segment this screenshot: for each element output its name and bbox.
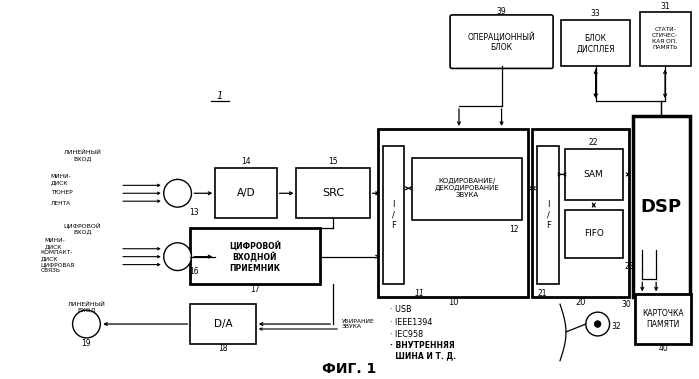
Text: 39: 39 bbox=[497, 8, 507, 16]
Bar bbox=[640, 12, 691, 66]
Text: ЦИФРОВОЙ
ВХОДНОЙ
ПРИЕМНИК: ЦИФРОВОЙ ВХОДНОЙ ПРИЕМНИК bbox=[229, 241, 281, 273]
Bar bbox=[412, 158, 522, 220]
Text: ОПЕРАЦИОННЫЙ
БЛОК: ОПЕРАЦИОННЫЙ БЛОК bbox=[468, 31, 535, 52]
Text: МИНИ-
ДИСК: МИНИ- ДИСК bbox=[51, 174, 71, 185]
Bar bbox=[538, 146, 559, 284]
Text: 1: 1 bbox=[216, 91, 222, 101]
Text: 23: 23 bbox=[624, 262, 634, 271]
Text: ЦИФРОВОЙ
ВХОД: ЦИФРОВОЙ ВХОД bbox=[64, 222, 101, 234]
Text: 30: 30 bbox=[621, 300, 631, 309]
Bar bbox=[561, 20, 630, 66]
Bar bbox=[191, 228, 320, 284]
Text: 18: 18 bbox=[218, 344, 228, 353]
Text: SAM: SAM bbox=[584, 170, 604, 179]
Text: 11: 11 bbox=[415, 289, 424, 298]
Circle shape bbox=[73, 310, 101, 338]
Bar bbox=[565, 149, 624, 200]
Text: БЛОК
ДИСПЛЕЯ: БЛОК ДИСПЛЕЯ bbox=[577, 34, 615, 53]
Text: ФИГ. 1: ФИГ. 1 bbox=[322, 362, 376, 376]
Circle shape bbox=[164, 243, 192, 271]
Text: 21: 21 bbox=[538, 289, 547, 298]
Text: · IEEE1394: · IEEE1394 bbox=[389, 318, 432, 327]
Text: 13: 13 bbox=[189, 208, 199, 217]
Text: КОДИРОВАНИЕ/
ДЕКОДИРОВАНИЕ
ЗВУКА: КОДИРОВАНИЕ/ ДЕКОДИРОВАНИЕ ЗВУКА bbox=[435, 178, 499, 199]
Bar bbox=[191, 304, 256, 344]
Text: · IEC958: · IEC958 bbox=[389, 330, 423, 340]
Bar bbox=[635, 294, 691, 344]
Bar bbox=[533, 129, 629, 297]
Text: ТЮНЕР: ТЮНЕР bbox=[51, 190, 73, 195]
Text: ЛИНЕЙНЫЙ
ВХОД: ЛИНЕЙНЫЙ ВХОД bbox=[68, 302, 106, 313]
Text: ЛИНЕЙНЫЙ
ВХОД: ЛИНЕЙНЫЙ ВХОД bbox=[64, 150, 101, 161]
Text: 32: 32 bbox=[612, 321, 621, 330]
Text: I
/
F: I / F bbox=[391, 200, 396, 230]
Bar bbox=[382, 146, 405, 284]
Text: D/A: D/A bbox=[214, 319, 233, 329]
Text: · USB: · USB bbox=[389, 305, 411, 314]
Text: A/D: A/D bbox=[237, 188, 255, 198]
Text: 31: 31 bbox=[661, 3, 670, 11]
Bar bbox=[215, 169, 277, 218]
Text: 16: 16 bbox=[189, 266, 199, 276]
Text: DSP: DSP bbox=[640, 198, 682, 216]
Text: I
/
F: I / F bbox=[546, 200, 551, 230]
Text: 17: 17 bbox=[250, 285, 260, 294]
Text: 33: 33 bbox=[591, 9, 600, 19]
Text: 14: 14 bbox=[241, 157, 251, 166]
Text: 12: 12 bbox=[509, 225, 519, 234]
Text: · ВНУТРЕННЯЯ
  ШИНА И Т. Д.: · ВНУТРЕННЯЯ ШИНА И Т. Д. bbox=[389, 341, 456, 360]
Text: КОМПАКТ-
ДИСК: КОМПАКТ- ДИСК bbox=[41, 250, 73, 261]
Bar bbox=[296, 169, 370, 218]
Text: 20: 20 bbox=[575, 298, 586, 307]
Circle shape bbox=[594, 321, 601, 327]
FancyBboxPatch shape bbox=[450, 15, 553, 69]
Bar bbox=[565, 210, 624, 258]
Text: УБИРАНИЕ
ЗВУКА: УБИРАНИЕ ЗВУКА bbox=[342, 319, 375, 329]
Text: FIFO: FIFO bbox=[584, 229, 604, 238]
Text: 22: 22 bbox=[589, 138, 598, 147]
Text: 40: 40 bbox=[658, 344, 668, 353]
Text: SRC: SRC bbox=[322, 188, 344, 198]
Text: МИНИ-
ДИСК: МИНИ- ДИСК bbox=[45, 238, 66, 249]
Text: 10: 10 bbox=[448, 298, 459, 307]
Bar bbox=[377, 129, 528, 297]
Text: КАРТОЧКА
ПАМЯТИ: КАРТОЧКА ПАМЯТИ bbox=[642, 309, 684, 329]
Text: СТАТИ-
СТИЧЕС-
КАЯ ОП.
ПАМЯТЬ: СТАТИ- СТИЧЕС- КАЯ ОП. ПАМЯТЬ bbox=[652, 28, 678, 50]
Circle shape bbox=[586, 312, 610, 336]
Text: ЛЕНТА: ЛЕНТА bbox=[51, 200, 71, 206]
Text: ЦИФРОВАЯ
СВЯЗЬ: ЦИФРОВАЯ СВЯЗЬ bbox=[41, 262, 75, 273]
Text: 15: 15 bbox=[329, 157, 338, 166]
Bar bbox=[633, 116, 690, 297]
Circle shape bbox=[164, 179, 192, 207]
Text: 19: 19 bbox=[82, 339, 92, 348]
